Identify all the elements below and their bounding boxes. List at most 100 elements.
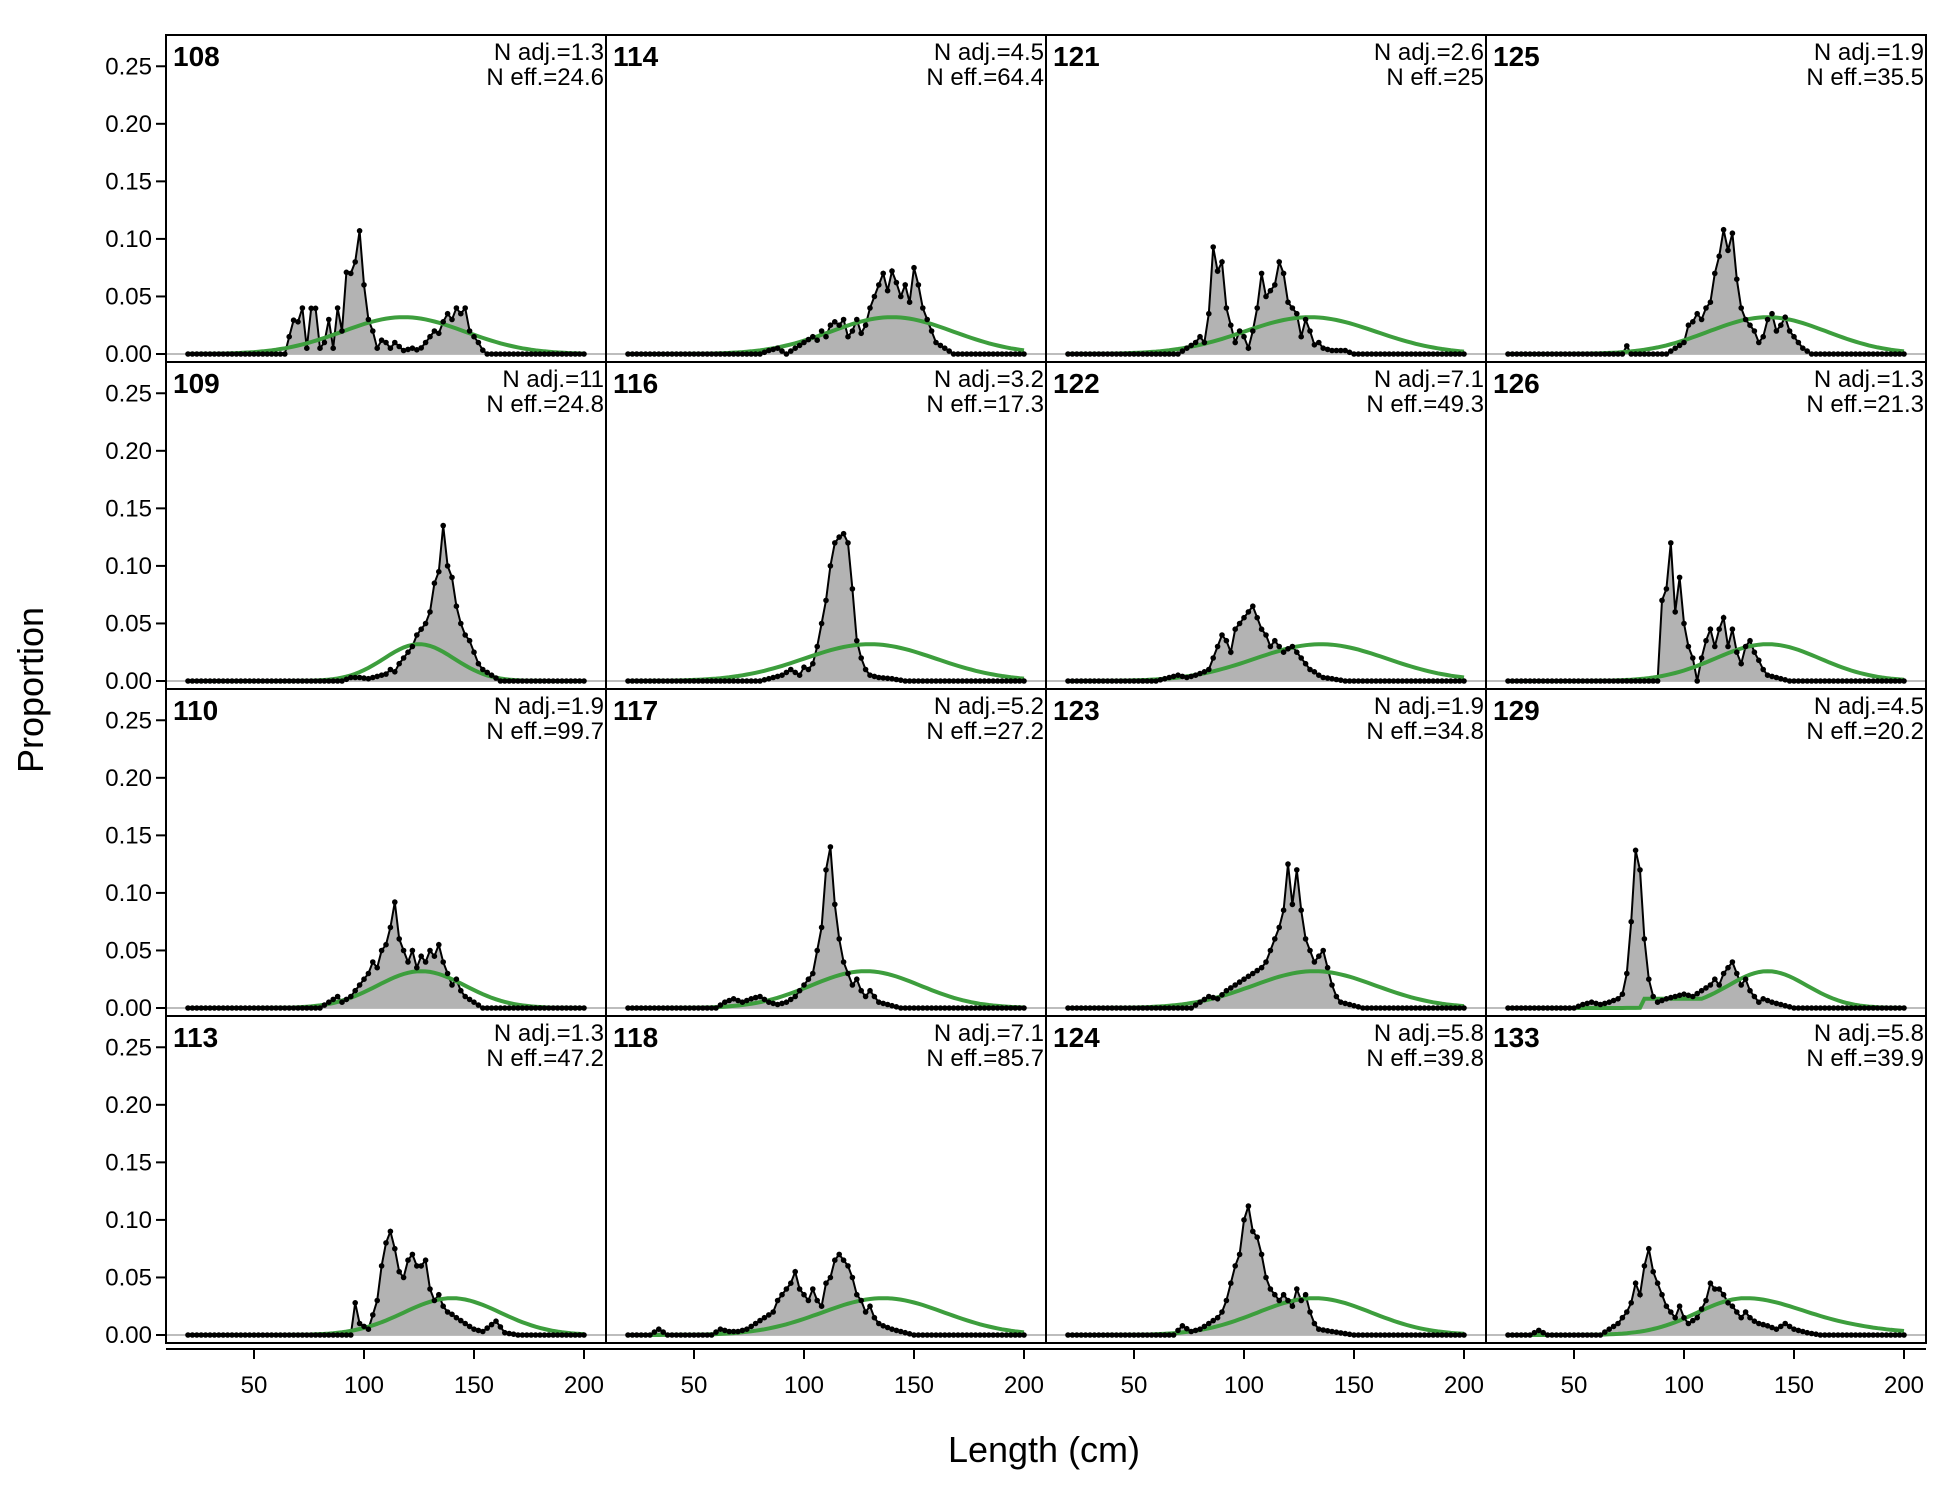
observed-point: [823, 333, 829, 340]
observed-point: [669, 1332, 675, 1338]
observed-point: [642, 351, 649, 357]
observed-point: [726, 1328, 732, 1335]
observed-point: [378, 337, 385, 344]
observed-point: [312, 1005, 319, 1011]
observed-point: [1201, 669, 1208, 675]
observed-point: [1782, 314, 1788, 321]
observed-point: [440, 319, 447, 325]
observed-point: [1835, 1005, 1841, 1011]
observed-point: [1426, 351, 1432, 357]
observed-point: [1421, 351, 1428, 357]
observed-point: [352, 1300, 359, 1306]
observed-point: [343, 676, 350, 683]
observed-point: [1280, 649, 1287, 655]
observed-point: [1162, 1332, 1168, 1338]
observed-point: [1624, 678, 1630, 684]
observed-point: [1703, 637, 1709, 644]
observed-point: [1800, 1005, 1806, 1011]
observed-point: [458, 310, 464, 317]
observed-point: [1874, 678, 1881, 684]
observed-point: [400, 655, 407, 661]
observed-point: [651, 1329, 658, 1335]
observed-point: [1285, 1297, 1291, 1304]
observed-point: [1329, 982, 1335, 988]
observed-point: [1360, 1005, 1366, 1011]
observed-point: [1558, 678, 1564, 684]
observed-point: [1540, 351, 1546, 357]
x-tick-label: 100: [1224, 1372, 1264, 1399]
x-tick-label: 200: [1444, 1372, 1484, 1399]
observed-point: [361, 675, 367, 681]
n-adj-label: N adj.=1.3: [494, 39, 604, 66]
observed-point: [928, 328, 935, 334]
observed-point: [1263, 293, 1269, 300]
observed-point: [1012, 351, 1018, 357]
observed-point: [1751, 328, 1758, 334]
observed-point: [1716, 626, 1722, 632]
n-adj-label: N adj.=1.3: [1814, 366, 1924, 393]
observed-point: [1786, 1323, 1793, 1330]
observed-point: [691, 1332, 697, 1338]
observed-point: [647, 1005, 653, 1011]
observed-point: [1694, 1314, 1700, 1321]
panel-113: 113 N adj.=1.3N eff.=47.2: [165, 1015, 607, 1344]
observed-point: [981, 678, 988, 684]
observed-point: [1852, 1332, 1859, 1338]
y-tick-label: 0.05: [105, 283, 152, 310]
observed-point: [748, 351, 754, 357]
observed-point: [735, 1328, 741, 1335]
observed-point: [915, 282, 922, 288]
observed-point: [1835, 1332, 1841, 1338]
observed-point: [449, 1311, 455, 1318]
observed-point: [1302, 316, 1309, 323]
observed-point: [1148, 1332, 1155, 1338]
observed-point: [255, 678, 262, 684]
observed-point: [1148, 351, 1155, 357]
observed-point: [968, 1005, 974, 1011]
observed-point: [1434, 1005, 1441, 1011]
observed-point: [1333, 1329, 1340, 1335]
observed-point: [898, 1328, 904, 1335]
observed-point: [392, 1245, 398, 1252]
observed-point: [1307, 1309, 1313, 1315]
observed-point: [937, 342, 944, 349]
observed-point: [1844, 351, 1850, 357]
observed-point: [818, 620, 825, 627]
observed-point: [374, 1297, 381, 1304]
observed-point: [1140, 351, 1146, 357]
y-tick-label: 0.15: [105, 168, 152, 195]
observed-point: [1254, 614, 1260, 621]
observed-point: [1694, 990, 1700, 997]
observed-point: [1382, 351, 1388, 357]
observed-point: [717, 1326, 724, 1332]
observed-point: [1091, 1005, 1098, 1011]
observed-point: [1096, 1005, 1102, 1011]
observed-point: [1346, 678, 1353, 684]
observed-point: [752, 1320, 759, 1327]
observed-point: [1659, 997, 1665, 1004]
observed-point: [268, 678, 275, 684]
observed-point: [286, 678, 293, 684]
observed-point: [207, 1005, 213, 1011]
observed-point: [519, 678, 526, 684]
observed-point: [1390, 351, 1397, 357]
observed-point: [761, 1314, 768, 1321]
observed-point: [832, 540, 838, 546]
observed-point: [444, 563, 451, 569]
observed-point: [1795, 1005, 1802, 1011]
observed-point: [537, 678, 543, 684]
observed-point: [1276, 924, 1282, 931]
observed-point: [220, 1005, 226, 1011]
observed-point: [1553, 1005, 1560, 1011]
observed-point: [1113, 1005, 1120, 1011]
observed-point: [497, 1005, 504, 1011]
observed-point: [1615, 678, 1621, 684]
observed-point: [959, 351, 966, 357]
observed-point: [264, 678, 271, 684]
observed-point: [1690, 993, 1696, 1000]
observed-point: [1606, 999, 1612, 1005]
observed-point: [1162, 1005, 1168, 1011]
observed-point: [392, 899, 398, 905]
n-adj-label: N adj.=1.9: [1374, 693, 1484, 720]
